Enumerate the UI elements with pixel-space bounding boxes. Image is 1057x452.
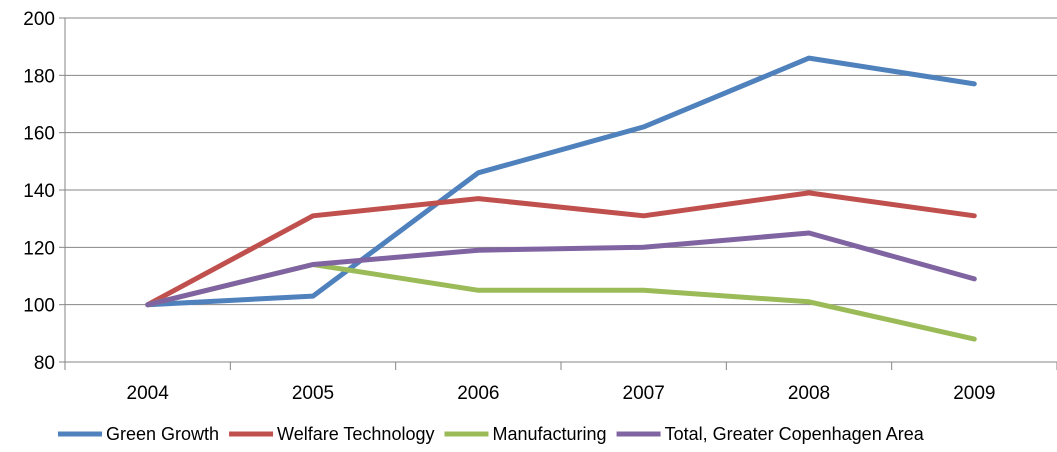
gridlines — [65, 17, 1057, 363]
x-tick-label: 2008 — [788, 383, 830, 404]
y-tick-labels: 80 100 120 140 160 180 200 — [23, 9, 55, 374]
x-tick-label: 2007 — [623, 383, 665, 404]
x-tick-label: 2006 — [457, 383, 499, 404]
legend-label: Manufacturing — [492, 424, 606, 444]
x-tick-label: 2005 — [292, 383, 334, 404]
legend-label: Total, Greater Copenhagen Area — [665, 424, 925, 444]
axes — [59, 17, 1057, 370]
legend: Green Growth Welfare Technology Manufactur… — [58, 424, 925, 444]
series-line-total-greater-copenhagen-area — [145, 230, 977, 308]
y-tick-label: 200 — [23, 9, 55, 30]
series-line-welfare-technology — [145, 190, 977, 308]
series-line-green-growth — [145, 55, 977, 308]
y-tick-label: 160 — [23, 124, 55, 145]
y-tick-label: 80 — [34, 353, 55, 374]
y-tick-label: 140 — [23, 181, 55, 202]
y-tick-label: 120 — [23, 238, 55, 259]
x-tick-label: 2004 — [127, 383, 170, 404]
x-tick-label: 2009 — [953, 383, 995, 404]
x-tick-labels: 2004 2005 2006 2007 2008 2009 — [127, 383, 996, 404]
series-lines — [145, 55, 977, 342]
legend-label: Welfare Technology — [277, 424, 434, 444]
y-tick-label: 180 — [23, 66, 55, 87]
y-tick-label: 100 — [23, 296, 55, 317]
legend-label: Green Growth — [106, 424, 219, 444]
